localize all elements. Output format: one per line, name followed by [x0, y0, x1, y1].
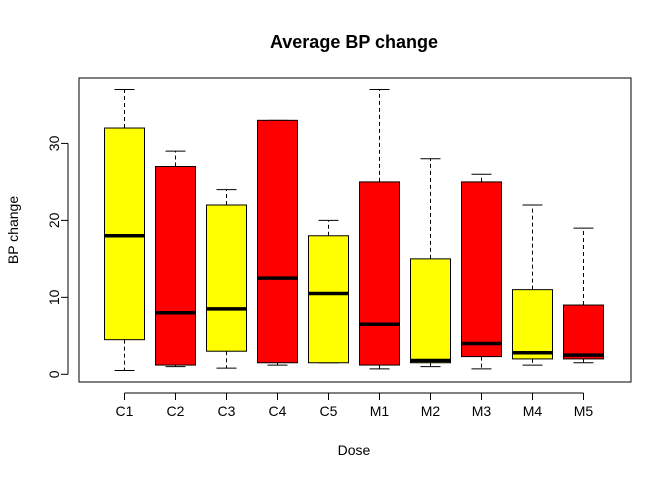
box-m1: [359, 181, 400, 366]
y-axis-label: BP change: [5, 196, 21, 264]
box-c4: [257, 119, 298, 364]
box-c3: [206, 204, 247, 352]
box-m2: [410, 258, 451, 364]
y-tick-label: 30: [46, 135, 62, 151]
y-tick-label: 10: [46, 289, 62, 305]
x-tick-label: M3: [472, 403, 492, 419]
plot-frame: [78, 77, 632, 383]
chart-title: Average BP change: [270, 32, 438, 52]
x-tick-label: C1: [116, 403, 134, 419]
y-tick-label: 0: [46, 370, 62, 378]
x-tick-label: M4: [523, 403, 543, 419]
box-c2: [155, 166, 196, 366]
x-tick-label: M2: [421, 403, 441, 419]
boxes-group: [104, 89, 604, 371]
box-m3: [461, 181, 502, 358]
box-m5: [563, 304, 604, 360]
box-c5: [308, 235, 349, 364]
x-tick-label: C4: [269, 403, 287, 419]
box-c1: [104, 127, 145, 341]
box-m4: [512, 289, 553, 360]
x-tick-label: C5: [320, 403, 338, 419]
x-axis-label: Dose: [338, 442, 371, 458]
y-axis: 0 10 20 30: [46, 135, 69, 378]
x-tick-label: C2: [167, 403, 185, 419]
x-axis: C1 C2 C3 C4 C5 M1 M2 M3 M4 M5: [116, 392, 594, 419]
x-tick-label: M5: [574, 403, 594, 419]
x-tick-label: M1: [370, 403, 390, 419]
x-tick-label: C3: [218, 403, 236, 419]
y-tick-label: 20: [46, 212, 62, 228]
